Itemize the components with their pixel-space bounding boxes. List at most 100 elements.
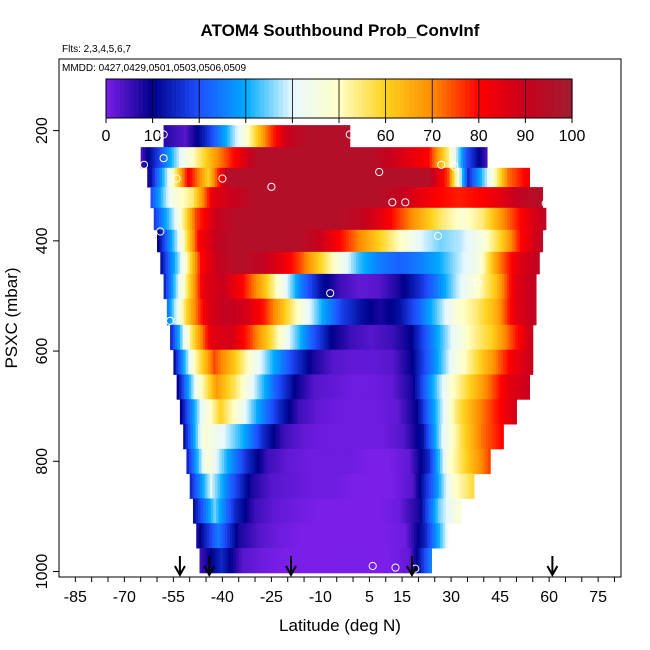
heatmap-cell [475, 374, 479, 400]
heatmap-cell [488, 374, 492, 400]
heatmap-cell [299, 187, 303, 209]
heatmap-cell [336, 251, 340, 275]
heatmap-cell [205, 424, 209, 450]
heatmap-cell [346, 349, 350, 375]
heatmap-cell [242, 349, 246, 375]
heatmap-cell [403, 147, 407, 169]
heatmap-cell [295, 548, 300, 574]
heatmap-cell [400, 298, 404, 326]
heatmap-cell [285, 473, 289, 499]
heatmap-cell [389, 349, 392, 375]
heatmap-cell [337, 374, 341, 400]
heatmap-cell [239, 251, 243, 275]
heatmap-cell [290, 324, 294, 351]
heatmap-cell [368, 473, 372, 499]
heatmap-cell [487, 448, 491, 475]
heatmap-cell [490, 298, 494, 326]
heatmap-cell [236, 273, 240, 300]
heatmap-cell [164, 147, 168, 169]
heatmap-cell [466, 374, 470, 400]
heatmap-cell [456, 424, 460, 450]
heatmap-cell [320, 498, 324, 524]
colorbar-segment [483, 79, 489, 118]
heatmap-cell [392, 273, 396, 300]
heatmap-cell [428, 349, 432, 375]
heatmap-cell [205, 298, 209, 326]
heatmap-cell [371, 548, 375, 574]
heatmap-cell [275, 273, 279, 300]
heatmap-cell [196, 523, 200, 549]
heatmap-cell [504, 167, 508, 188]
heatmap-cell [353, 229, 357, 253]
colorbar-segment [380, 79, 387, 118]
heatmap-cell [219, 473, 223, 499]
heatmap-cell [372, 167, 376, 188]
heatmap-cell [459, 229, 463, 253]
heatmap-cell [451, 473, 455, 499]
heatmap-cell [437, 523, 441, 549]
heatmap-cell [367, 324, 371, 351]
heatmap-cell [289, 251, 293, 275]
heatmap-cell [353, 473, 357, 499]
heatmap-cell [298, 229, 302, 253]
heatmap-cell [413, 349, 417, 375]
heatmap-cell [240, 229, 244, 253]
heatmap-cell [464, 229, 468, 253]
heatmap-cell [284, 349, 288, 375]
heatmap-cell [436, 424, 440, 450]
heatmap-cell [397, 548, 401, 574]
heatmap-cell [227, 187, 231, 209]
heatmap-cell [512, 207, 516, 231]
heatmap-cell [427, 298, 431, 326]
colorbar-segment [343, 79, 349, 118]
heatmap-cell [241, 498, 245, 524]
heatmap-cell [460, 273, 464, 300]
heatmap-cell [416, 424, 420, 450]
colorbar-segment [371, 79, 377, 118]
heatmap-cell [212, 424, 216, 450]
heatmap-cell [167, 229, 171, 253]
heatmap-cell [214, 273, 218, 300]
heatmap-cell [492, 273, 496, 300]
colorbar-segment [241, 79, 247, 118]
heatmap-cell [206, 523, 210, 549]
heatmap-cell [227, 374, 231, 400]
heatmap-cell [403, 298, 407, 326]
heatmap-cell [408, 349, 412, 375]
colorbar-segment [469, 79, 475, 118]
heatmap-cell [420, 498, 424, 524]
heatmap-cell [320, 473, 324, 499]
colorbar-segment [436, 79, 443, 118]
heatmap-cell [438, 424, 442, 450]
heatmap-cell [284, 207, 288, 231]
heatmap-cell [477, 229, 481, 253]
heatmap-cell [188, 374, 192, 400]
heatmap-cell [303, 548, 307, 574]
heatmap-cell [230, 324, 234, 351]
heatmap-cell [320, 324, 324, 351]
heatmap-cell [485, 448, 489, 475]
heatmap-cell [182, 324, 186, 351]
heatmap-cell [290, 273, 294, 300]
heatmap-cell [405, 324, 409, 351]
heatmap-cell [378, 399, 382, 425]
heatmap-cell [273, 374, 277, 400]
observation-marker [68, 154, 77, 163]
heatmap-cell [399, 273, 403, 300]
heatmap-cell [433, 473, 437, 499]
heatmap-cell [475, 187, 480, 209]
heatmap-cell [263, 187, 267, 209]
heatmap-cell [221, 147, 225, 169]
heatmap-cell [322, 548, 326, 574]
heatmap-cell [332, 167, 336, 188]
heatmap-cell [469, 167, 473, 188]
heatmap-cell [194, 125, 198, 148]
colorbar-segment [292, 79, 298, 118]
heatmap-cell [284, 167, 288, 188]
heatmap-cell [391, 349, 395, 375]
heatmap-cell [312, 424, 316, 450]
heatmap-cell [213, 374, 217, 400]
heatmap-cell [281, 187, 285, 209]
heatmap-cell [487, 167, 491, 188]
heatmap-cell [265, 125, 269, 148]
